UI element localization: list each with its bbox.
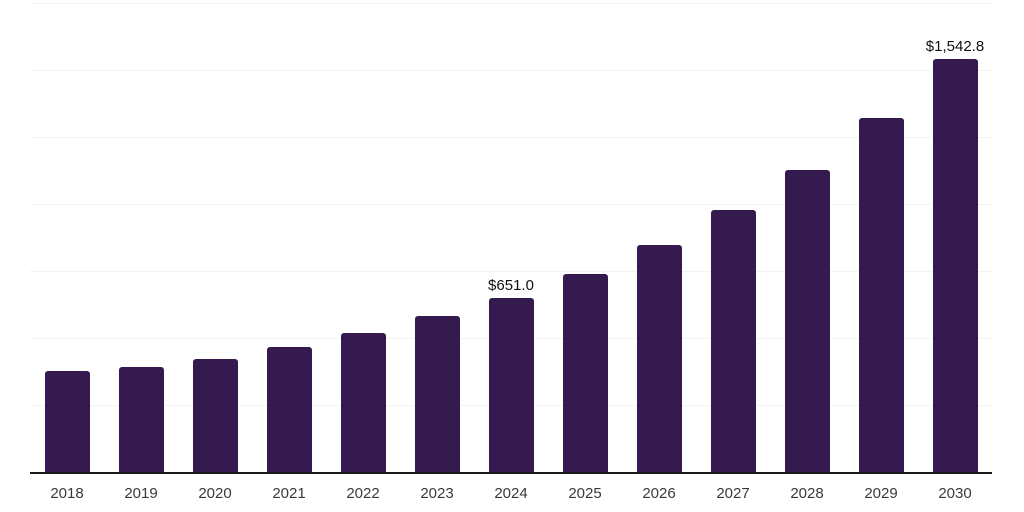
bar-value-label: $1,542.8 [925,38,985,55]
x-axis-label: 2020 [198,485,232,502]
x-axis-label: 2028 [790,485,824,502]
x-axis-label: 2023 [420,485,454,502]
gridline [30,3,992,4]
x-axis-label: 2025 [568,485,602,502]
bar [859,118,904,472]
x-axis-label: 2027 [716,485,750,502]
x-axis-label: 2022 [346,485,380,502]
x-axis-label: 2024 [494,485,528,502]
x-axis-label: 2030 [938,485,972,502]
gridline [30,271,992,272]
bar [785,170,830,472]
x-axis-label: 2019 [124,485,158,502]
bar [341,333,386,472]
gridline [30,204,992,205]
bar [193,359,238,472]
gridline [30,137,992,138]
bar [489,298,534,472]
gridline [30,70,992,71]
bar [45,371,90,472]
x-axis-line [30,472,992,474]
x-axis-label: 2026 [642,485,676,502]
bar [933,59,978,472]
bar [637,245,682,472]
bar [711,210,756,472]
x-axis-label: 2029 [864,485,898,502]
bar [267,347,312,472]
bar [563,274,608,472]
x-axis-label: 2018 [50,485,84,502]
bar [119,367,164,472]
bar [415,316,460,472]
bar-value-label: $651.0 [488,277,534,294]
x-axis-label: 2021 [272,485,306,502]
